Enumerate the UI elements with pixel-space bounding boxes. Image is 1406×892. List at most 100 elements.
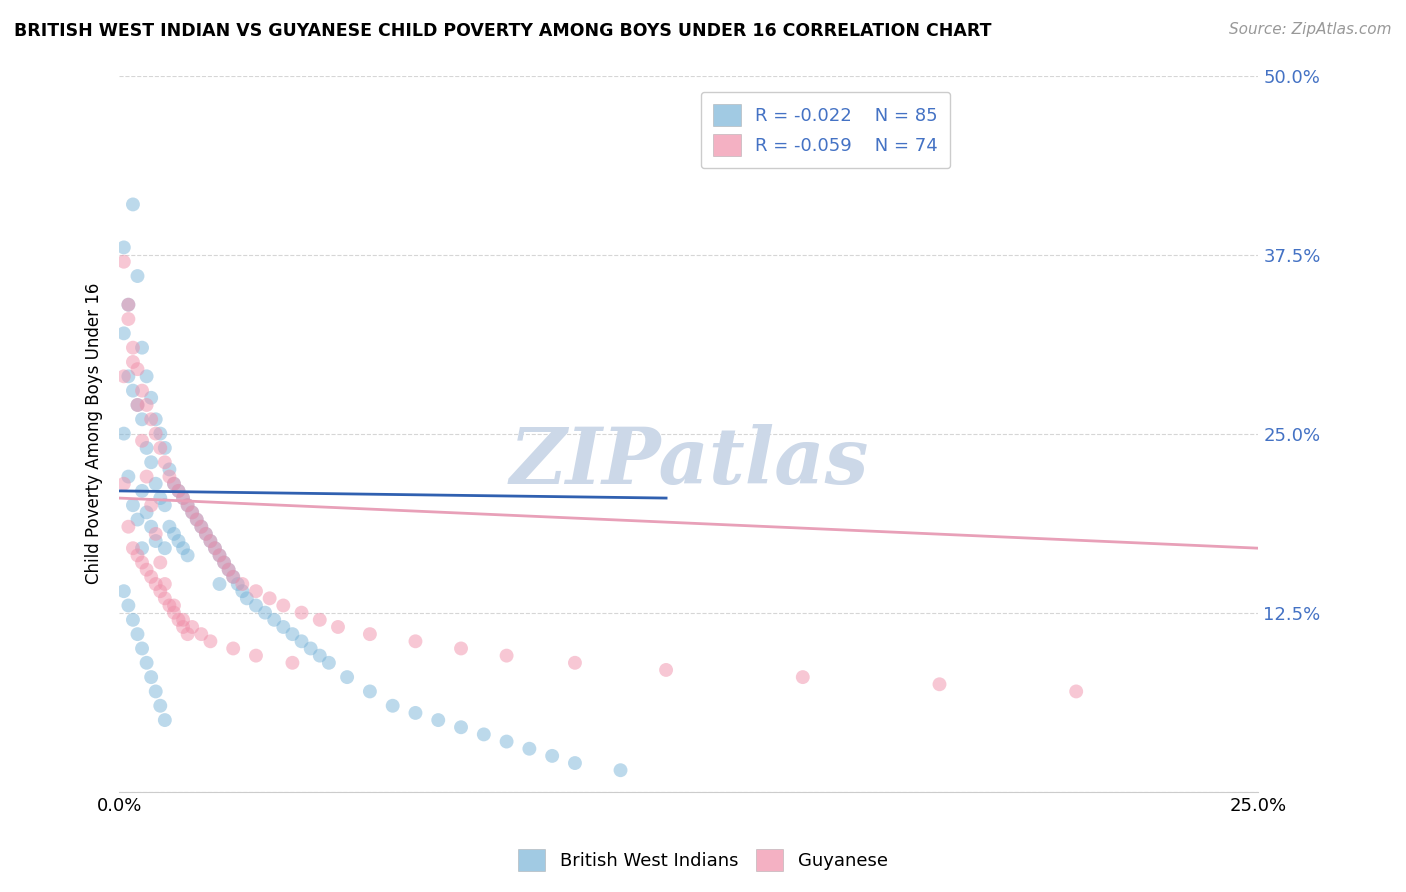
Point [928, 677, 950, 691]
Point [190, 519, 212, 533]
Point [222, 570, 245, 584]
Point [141, 498, 163, 512]
Point [122, 341, 145, 355]
Point [127, 398, 149, 412]
Point [318, 656, 340, 670]
Point [519, 741, 541, 756]
Point [117, 369, 139, 384]
Point [157, 462, 180, 476]
Point [208, 549, 231, 563]
Point [222, 641, 245, 656]
Point [122, 355, 145, 369]
Point [112, 254, 135, 268]
Point [281, 656, 304, 670]
Text: Source: ZipAtlas.com: Source: ZipAtlas.com [1229, 22, 1392, 37]
Point [131, 541, 153, 556]
Point [135, 469, 157, 483]
Point [245, 599, 267, 613]
Point [141, 570, 163, 584]
Y-axis label: Child Poverty Among Boys Under 16: Child Poverty Among Boys Under 16 [86, 283, 103, 584]
Point [564, 656, 586, 670]
Point [131, 341, 153, 355]
Point [149, 491, 172, 505]
Point [153, 577, 176, 591]
Point [122, 498, 145, 512]
Point [290, 634, 312, 648]
Point [172, 491, 194, 505]
Point [145, 684, 167, 698]
Point [450, 641, 472, 656]
Point [181, 620, 204, 634]
Point [117, 599, 139, 613]
Point [135, 398, 157, 412]
Point [112, 240, 135, 254]
Point [122, 384, 145, 398]
Point [172, 491, 194, 505]
Point [163, 599, 186, 613]
Point [204, 541, 226, 556]
Point [655, 663, 678, 677]
Point [135, 656, 157, 670]
Point [263, 613, 285, 627]
Point [117, 312, 139, 326]
Point [141, 455, 163, 469]
Point [281, 627, 304, 641]
Point [381, 698, 404, 713]
Point [131, 412, 153, 426]
Point [149, 584, 172, 599]
Point [404, 634, 426, 648]
Point [218, 563, 240, 577]
Point [131, 483, 153, 498]
Point [153, 455, 176, 469]
Point [273, 620, 295, 634]
Point [427, 713, 450, 727]
Point [609, 763, 631, 777]
Point [218, 563, 240, 577]
Point [149, 426, 172, 441]
Point [190, 519, 212, 533]
Point [153, 441, 176, 455]
Point [231, 584, 253, 599]
Point [326, 620, 349, 634]
Point [245, 648, 267, 663]
Legend: British West Indians, Guyanese: British West Indians, Guyanese [510, 842, 896, 879]
Point [112, 476, 135, 491]
Point [186, 512, 208, 526]
Point [163, 606, 186, 620]
Point [131, 434, 153, 448]
Point [231, 577, 253, 591]
Point [200, 534, 222, 549]
Point [245, 584, 267, 599]
Point [112, 426, 135, 441]
Point [145, 412, 167, 426]
Point [112, 584, 135, 599]
Point [145, 577, 167, 591]
Point [222, 570, 245, 584]
Point [127, 627, 149, 641]
Point [172, 620, 194, 634]
Point [127, 362, 149, 376]
Point [131, 556, 153, 570]
Point [135, 563, 157, 577]
Point [172, 613, 194, 627]
Point [135, 369, 157, 384]
Point [200, 634, 222, 648]
Legend: R = -0.022    N = 85, R = -0.059    N = 74: R = -0.022 N = 85, R = -0.059 N = 74 [700, 92, 950, 169]
Point [117, 469, 139, 483]
Point [172, 541, 194, 556]
Point [190, 627, 212, 641]
Point [167, 483, 190, 498]
Point [208, 549, 231, 563]
Point [212, 556, 235, 570]
Point [163, 476, 186, 491]
Point [308, 648, 330, 663]
Point [145, 426, 167, 441]
Point [153, 591, 176, 606]
Point [141, 391, 163, 405]
Point [1064, 684, 1087, 698]
Point [117, 519, 139, 533]
Point [122, 197, 145, 211]
Point [157, 599, 180, 613]
Point [450, 720, 472, 734]
Point [141, 519, 163, 533]
